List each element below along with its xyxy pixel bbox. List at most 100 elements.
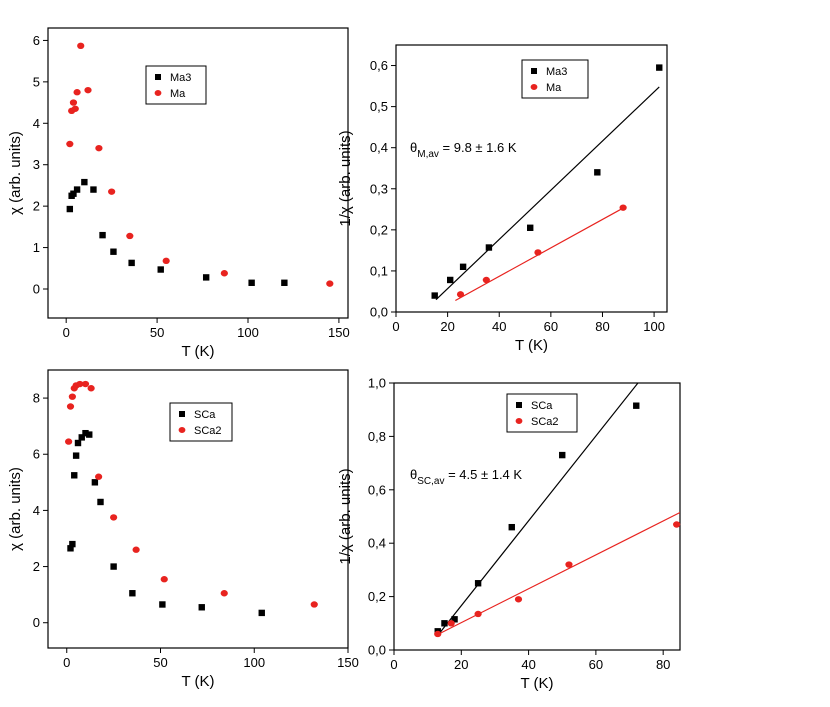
y-tick-label: 3 xyxy=(33,157,40,172)
data-point xyxy=(447,620,455,627)
y-tick-label: 0,2 xyxy=(368,589,386,604)
series-ma3 xyxy=(66,178,288,286)
plot-frame xyxy=(47,369,349,649)
theta-value: = 9.8 ± 1.6 K xyxy=(439,140,517,155)
data-point xyxy=(281,279,288,286)
data-point xyxy=(90,186,97,193)
x-tick-label: 80 xyxy=(656,657,670,672)
series-ma xyxy=(456,204,627,298)
x-tick-label: 0 xyxy=(63,325,70,340)
data-point xyxy=(91,479,99,486)
x-axis-label: T (K) xyxy=(520,675,553,692)
x-tick-label: 0 xyxy=(392,319,399,334)
data-point xyxy=(159,601,166,608)
x-axis-label: T (K) xyxy=(515,337,548,354)
legend-marker-circle-icon xyxy=(530,84,538,90)
data-point xyxy=(68,393,76,400)
data-point xyxy=(514,596,523,603)
x-tick-label: 60 xyxy=(589,657,603,672)
series-ma xyxy=(66,42,334,287)
y-tick-label: 0,6 xyxy=(368,482,386,497)
y-tick-label: 0 xyxy=(33,282,40,297)
plot-frame xyxy=(47,27,349,319)
data-point xyxy=(132,546,140,553)
data-point xyxy=(248,279,255,286)
y-tick-label: 0,6 xyxy=(370,58,388,73)
theta-annotation: θM,av = 9.8 ± 1.6 K xyxy=(410,140,517,160)
panel-3: 0 50 100 150 0 2 4 6 8 T (K) χ (arb. units) SCa SCa2 xyxy=(7,369,359,690)
y-tick-label: 4 xyxy=(33,503,40,518)
data-point xyxy=(78,434,85,441)
panel-1: 0 50 100 150 0 1 2 3 4 5 6 T (K) χ (arb. units) Ma3 Ma xyxy=(7,27,350,360)
legend-marker-square-icon xyxy=(155,74,161,80)
theta-subscript: SC,av xyxy=(417,476,444,487)
data-point xyxy=(565,561,573,568)
x-tick-label: 20 xyxy=(454,657,468,672)
x-tick-label: 40 xyxy=(492,319,506,334)
y-tick-label: 0,4 xyxy=(368,536,386,551)
y-tick-label: 0,0 xyxy=(368,643,386,658)
data-point xyxy=(67,545,74,552)
data-point xyxy=(110,514,118,521)
y-tick-label: 8 xyxy=(33,391,40,406)
theta-subscript: M,av xyxy=(417,149,439,160)
data-point xyxy=(72,452,80,459)
y-tick-label: 6 xyxy=(33,33,40,48)
legend: Ma3 Ma xyxy=(145,65,207,105)
fit-line xyxy=(437,383,639,636)
y-tick-label: 0,1 xyxy=(370,263,388,278)
legend-marker-square-icon xyxy=(516,402,522,408)
data-point xyxy=(69,540,76,548)
x-tick-label: 50 xyxy=(153,655,167,670)
legend-label: Ma3 xyxy=(170,72,191,84)
y-tick-label: 0 xyxy=(33,615,40,630)
data-point xyxy=(126,232,134,240)
legend-label: Ma3 xyxy=(546,66,567,78)
data-point xyxy=(81,380,90,388)
y-tick-label: 0,3 xyxy=(370,181,388,196)
plot-frame xyxy=(395,44,668,313)
y-tick-label: 0,5 xyxy=(370,99,388,114)
x-tick-label: 0 xyxy=(63,655,70,670)
data-point xyxy=(95,473,103,480)
legend-label: Ma xyxy=(546,82,562,94)
legend-marker-circle-icon xyxy=(178,427,186,433)
x-tick-label: 50 xyxy=(150,325,164,340)
data-point xyxy=(474,610,482,618)
legend-label: SCa xyxy=(531,400,553,412)
data-point xyxy=(474,580,482,587)
legend-box xyxy=(506,393,578,433)
legend-label: SCa2 xyxy=(531,416,559,428)
x-tick-label: 150 xyxy=(328,325,350,340)
theta-symbol: θ xyxy=(410,467,417,482)
y-tick-label: 5 xyxy=(33,74,40,89)
data-point xyxy=(129,590,136,597)
panel-2: 0 20 40 60 80 100 0,0 0,1 0,2 0,3 0,4 0,5 0,6 T (K) 1/… xyxy=(337,44,668,354)
data-point xyxy=(656,64,663,71)
data-point xyxy=(594,169,601,176)
data-point xyxy=(70,190,77,197)
y-tick-label: 4 xyxy=(33,116,40,131)
data-point xyxy=(310,601,318,608)
data-point xyxy=(65,438,73,445)
legend-label: Ma xyxy=(170,88,186,100)
data-point xyxy=(73,186,81,193)
x-tick-label: 80 xyxy=(595,319,609,334)
data-point xyxy=(198,604,205,611)
data-point xyxy=(86,431,93,438)
legend-label: SCa2 xyxy=(194,425,222,437)
data-point xyxy=(482,276,490,284)
data-point xyxy=(81,178,88,186)
data-point xyxy=(99,231,106,239)
legend: SCa SCa2 xyxy=(169,402,233,442)
legend-label: SCa xyxy=(194,409,216,421)
fit-line xyxy=(437,511,680,636)
data-point xyxy=(258,609,265,617)
data-point xyxy=(66,205,74,213)
data-point xyxy=(71,105,79,112)
theta-value: = 4.5 ± 1.4 K xyxy=(444,467,522,482)
data-point xyxy=(508,523,515,531)
y-tick-label: 0,8 xyxy=(368,429,386,444)
y-tick-label: 2 xyxy=(33,199,40,214)
series-sca2 xyxy=(434,521,681,638)
